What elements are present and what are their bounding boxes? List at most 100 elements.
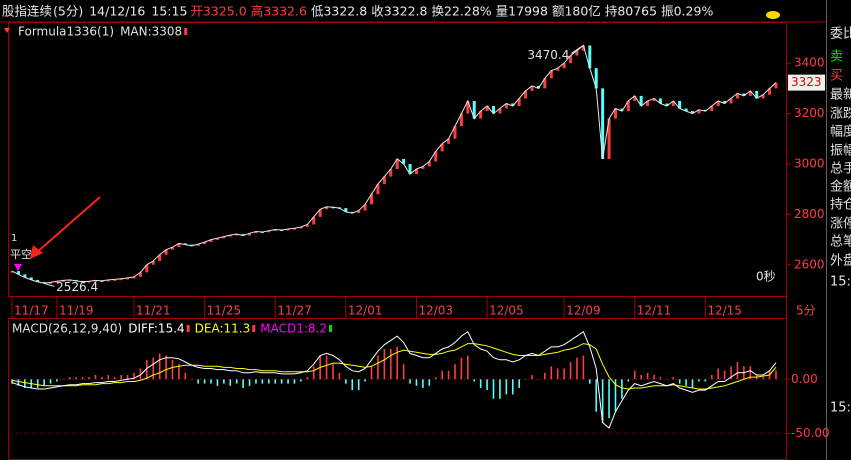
macd-bar: [685, 379, 687, 386]
price-bar: [543, 78, 547, 89]
price-bar: [215, 238, 219, 240]
price-bar: [357, 210, 361, 214]
price-bar: [626, 100, 630, 112]
price-bar: [748, 90, 752, 96]
toolbar-icon[interactable]: [766, 11, 780, 19]
price-line: [11, 44, 777, 284]
price-bar: [556, 68, 560, 71]
macd-bar: [139, 368, 142, 380]
price-bar: [613, 108, 617, 119]
price-bar: [61, 280, 65, 282]
price-bar: [286, 229, 290, 231]
macd-bar: [377, 355, 379, 380]
price-bar: [729, 98, 733, 104]
macd-bar: [325, 355, 328, 380]
macd-bar: [486, 379, 488, 391]
macd-bar: [56, 379, 58, 382]
sidebar-item: 幅度: [830, 124, 851, 140]
sidebar-item: 卖: [830, 50, 843, 65]
y-tick-label: 0.00: [791, 372, 818, 386]
macd-bar: [133, 372, 135, 380]
price-bar: [93, 280, 97, 282]
sidebar-item: 持仓: [830, 198, 851, 213]
macd-bar: [531, 374, 533, 380]
quote-value: 17998: [508, 4, 548, 19]
price-tag: 3323: [791, 75, 822, 89]
macd-bar: [434, 377, 437, 380]
price-bar: [658, 98, 662, 104]
macd-bar: [691, 379, 694, 388]
sidebar-item: 总笔: [830, 234, 851, 250]
macd-bar: [537, 379, 540, 380]
macd-bar: [351, 379, 354, 391]
price-bar: [49, 282, 53, 284]
price-bar: [755, 90, 759, 99]
macd-bar: [94, 374, 97, 380]
price-bar: [222, 236, 226, 239]
price-bar: [678, 100, 682, 109]
macd-bar: [698, 379, 700, 382]
price-bar: [434, 151, 438, 162]
price-bar: [151, 261, 155, 265]
macd-bar: [126, 374, 129, 380]
quote-label: 开: [190, 4, 203, 19]
header-time: 15:15: [151, 4, 187, 19]
price-bar: [466, 100, 470, 114]
price-bar: [55, 281, 59, 283]
macd-bar: [101, 377, 103, 380]
macd-bar: [454, 364, 456, 380]
price-bar: [697, 109, 701, 114]
quote-label: 换: [431, 4, 444, 19]
macd-bar: [717, 368, 719, 380]
trough-leader: [43, 282, 55, 287]
sidebar-item: 15:: [830, 275, 851, 290]
price-bar: [196, 244, 200, 246]
price-bar: [440, 143, 444, 152]
price-bar: [228, 235, 232, 237]
price-bar: [305, 224, 309, 227]
price-bar: [414, 169, 418, 175]
legend-icon: [186, 325, 190, 332]
price-bar: [363, 204, 367, 211]
y-tick-label: 3400: [794, 56, 825, 70]
macd-bar: [383, 349, 386, 380]
macd-bar: [723, 370, 726, 380]
price-bar: [10, 271, 14, 273]
macd-bar: [62, 379, 65, 380]
macd-bar: [229, 379, 232, 386]
macd-bar: [49, 379, 52, 384]
quote-label: 收: [371, 4, 384, 19]
price-bar: [36, 279, 40, 282]
sidebar-item: 外盘: [830, 253, 851, 269]
macd-bar: [300, 379, 302, 382]
quote-value: 3325.0: [203, 4, 247, 19]
macd-bar: [261, 379, 264, 384]
sidebar-item: 最新: [830, 87, 851, 103]
quote-label: 高: [251, 4, 264, 19]
macd-bar: [422, 379, 424, 388]
macd-bar: [235, 379, 238, 384]
price-frame: [8, 22, 787, 297]
price-bar: [594, 68, 598, 89]
price-bar: [472, 100, 476, 119]
x-tick-label: 12/03: [418, 304, 453, 318]
price-bar: [292, 228, 296, 230]
price-bar: [774, 82, 778, 89]
trough-label: 2526.4: [56, 280, 98, 294]
macd-bar: [441, 370, 443, 380]
macd-bar: [447, 370, 450, 380]
macd-title: MACD(26,12,9,40): [12, 322, 122, 336]
arrow-shaft: [35, 196, 101, 254]
x-tick-label: 12/09: [566, 304, 601, 318]
price-bar: [106, 279, 110, 282]
price-bar: [68, 279, 72, 282]
x-tick-label: 12/15: [707, 304, 742, 318]
price-bar: [267, 230, 271, 233]
macd-bar: [88, 377, 90, 380]
quote-label: 低: [311, 4, 324, 19]
y-tick-label: 3000: [794, 156, 825, 170]
price-bar: [158, 254, 162, 262]
macd-bar: [479, 379, 482, 388]
price-bar: [299, 226, 303, 229]
price-bar: [742, 93, 746, 96]
